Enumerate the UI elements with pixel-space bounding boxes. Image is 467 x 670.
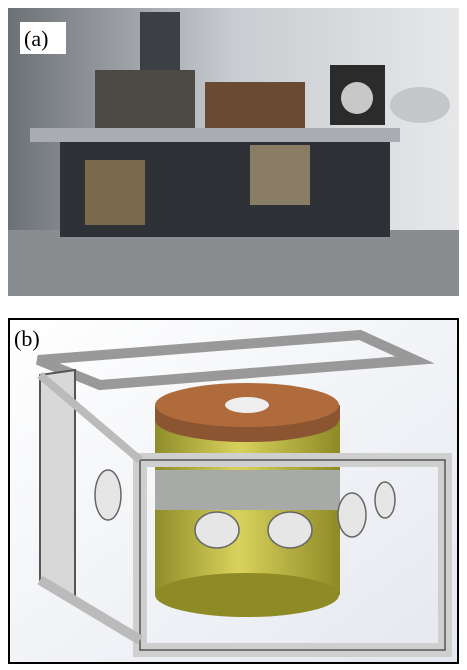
optical-table [8, 230, 459, 296]
panel-label: (b) [14, 326, 40, 351]
panel-label: (a) [24, 26, 48, 51]
equipment [95, 70, 195, 128]
ring [155, 470, 340, 510]
equipment [85, 160, 145, 225]
figure: (a) (b) [0, 0, 467, 670]
top-hole [225, 397, 269, 413]
window [341, 82, 373, 114]
equipment [205, 82, 305, 128]
equipment [250, 145, 310, 205]
foil [390, 87, 450, 123]
chamber [155, 573, 339, 617]
panel-b: (b) [9, 319, 458, 663]
breadboard [30, 128, 400, 142]
equipment [140, 12, 180, 70]
panel-a: (a) [8, 8, 459, 296]
